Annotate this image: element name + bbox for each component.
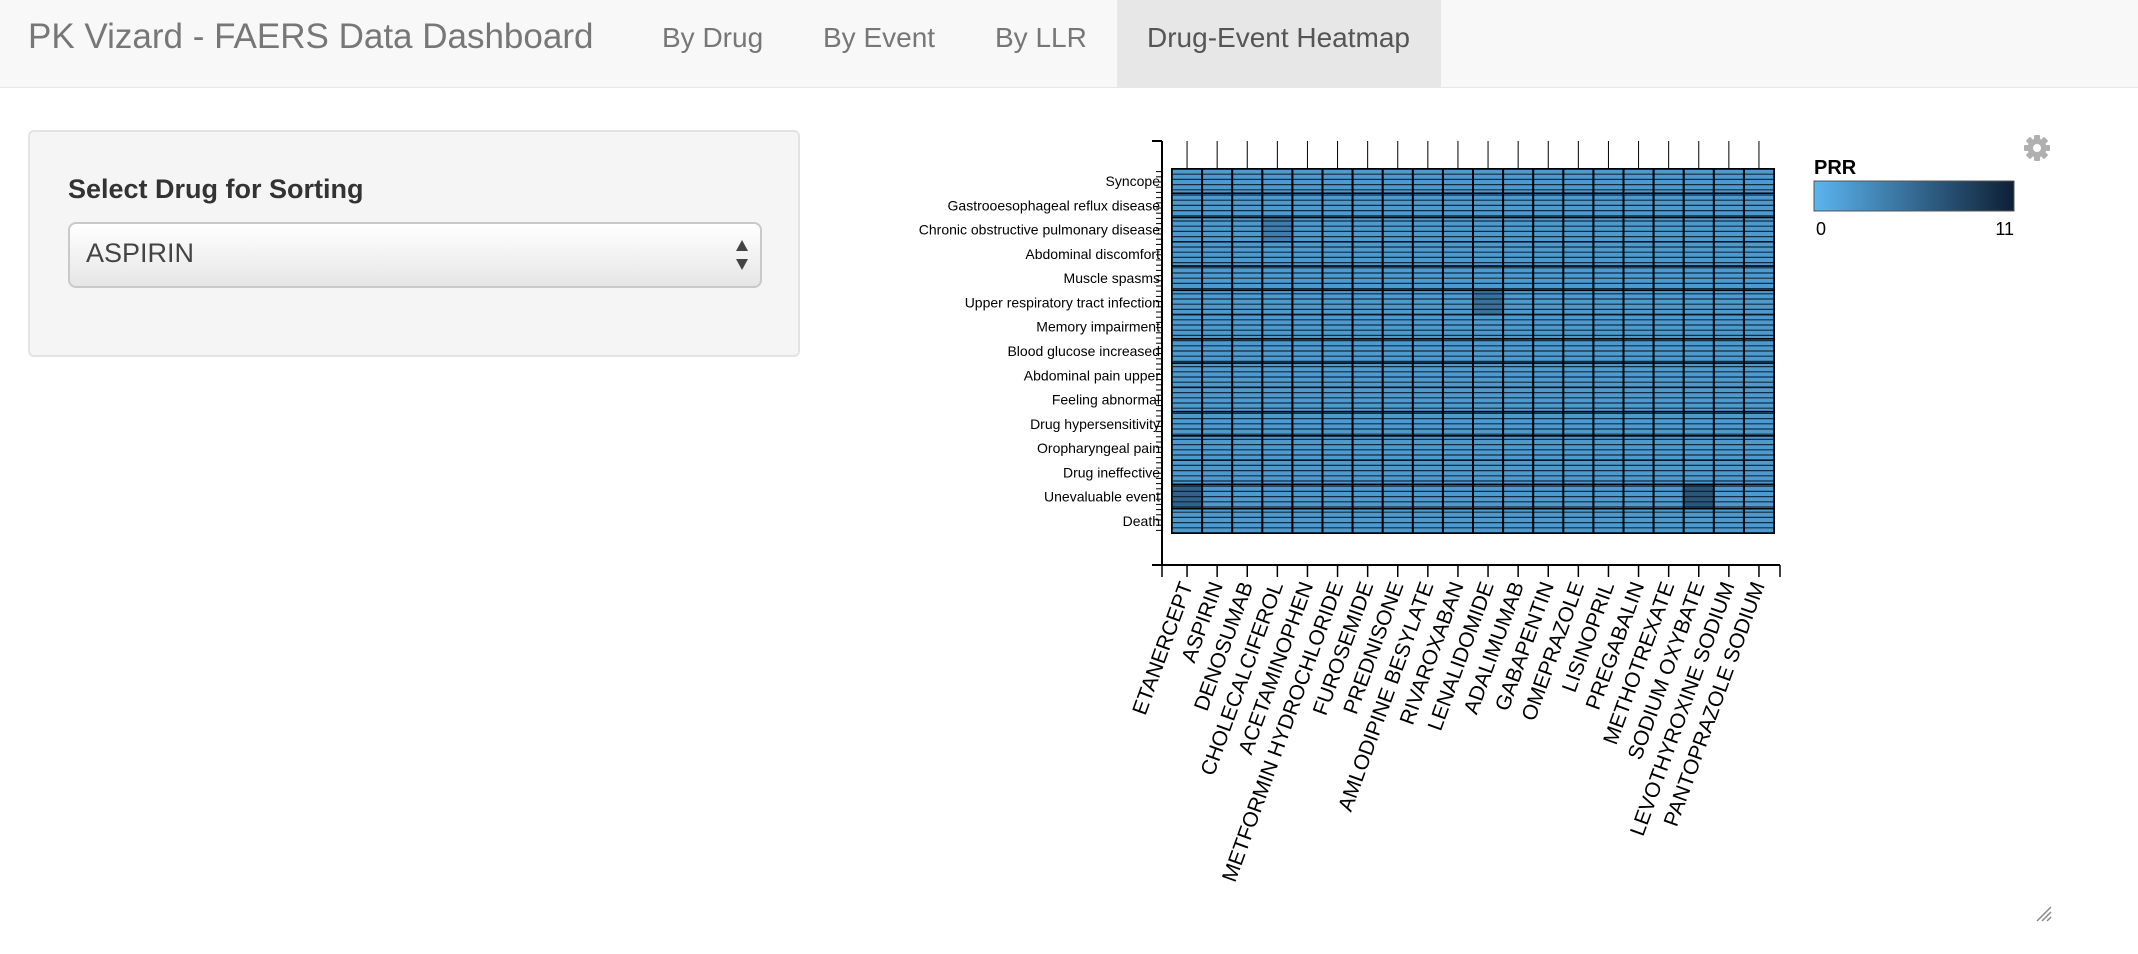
app-title[interactable]: PK Vizard - FAERS Data Dashboard — [28, 17, 594, 56]
row-label: Syncope — [1106, 173, 1161, 189]
row-label: Gastrooesophageal reflux disease — [948, 197, 1161, 213]
legend-max-label: 11 — [1995, 219, 2014, 239]
row-label: Memory impairment — [1036, 319, 1160, 335]
row-label: Death — [1123, 513, 1160, 529]
legend-title: PRR — [1814, 157, 1857, 179]
drug-select-value: ASPIRIN — [86, 238, 195, 268]
row-label: Drug ineffective — [1063, 464, 1160, 480]
navbar: PK Vizard - FAERS Data Dashboard By Drug… — [0, 0, 2138, 88]
row-label: Abdominal pain upper — [1024, 367, 1161, 383]
row-label: Oropharyngeal pain — [1037, 440, 1160, 456]
row-label: Drug hypersensitivity — [1030, 416, 1160, 432]
up-down-caret-icon — [736, 240, 748, 270]
row-label: Abdominal discomfort — [1025, 246, 1160, 262]
drug-event-heatmap[interactable]: Syncope Gastrooesophageal reflux disease C… — [860, 125, 2060, 925]
row-label: Unevaluable event — [1044, 489, 1160, 505]
row-label: Feeling abnormal — [1052, 392, 1160, 408]
sidebar-panel: Select Drug for Sorting ASPIRIN — [28, 130, 800, 357]
tab-drug-event-heatmap[interactable]: Drug-Event Heatmap — [1117, 0, 1441, 88]
row-label: Blood glucose increased — [1007, 343, 1160, 359]
row-label: Chronic obstructive pulmonary disease — [919, 222, 1160, 238]
select-drug-label: Select Drug for Sorting — [68, 174, 364, 204]
tab-by-event[interactable]: By Event — [823, 22, 936, 53]
drug-select[interactable]: ASPIRIN — [68, 222, 762, 288]
legend-gradient — [1813, 180, 2015, 212]
legend-min-label: 0 — [1816, 219, 1826, 239]
row-label: Upper respiratory tract infection — [965, 294, 1160, 310]
row-label: Muscle spasms — [1064, 270, 1160, 286]
gear-icon[interactable] — [2023, 134, 2051, 162]
tab-by-llr[interactable]: By LLR — [995, 22, 1087, 53]
tab-by-drug[interactable]: By Drug — [662, 22, 764, 53]
resize-handle-icon[interactable] — [2034, 904, 2052, 922]
